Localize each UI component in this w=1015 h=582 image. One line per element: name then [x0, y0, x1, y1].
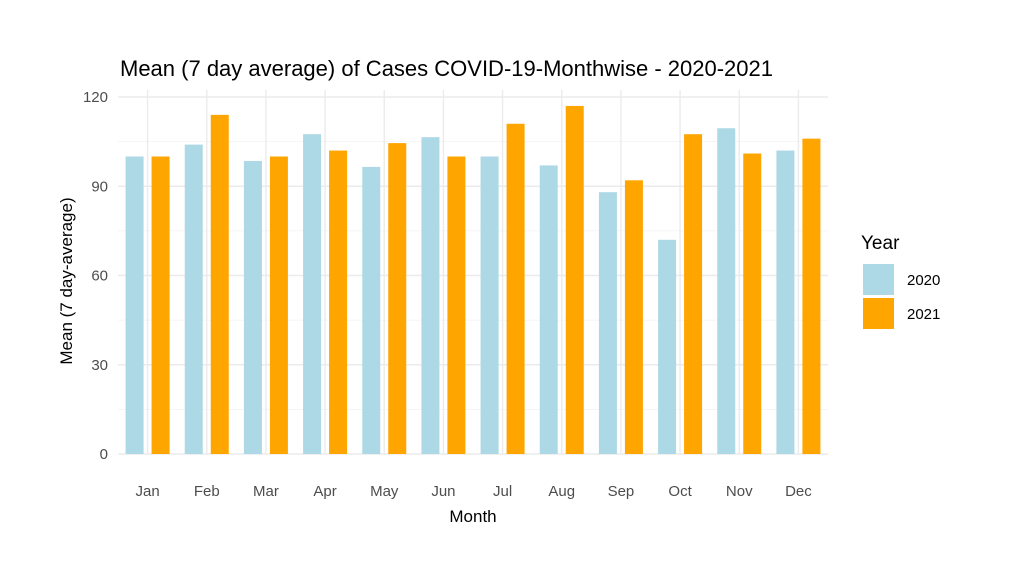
x-tick-label: Oct [668, 483, 692, 500]
y-tick-label: 90 [91, 178, 108, 195]
y-tick-label: 120 [83, 89, 108, 106]
tick-labels: 0 30 60 90 120 Jan Feb Mar Apr May Jun Jul Aug Sep Oct… [83, 89, 812, 500]
bar-2020-jul [480, 156, 499, 454]
bar-2020-oct [658, 239, 677, 454]
x-axis-title: Month [449, 507, 496, 526]
x-tick-label: Apr [313, 483, 336, 500]
x-tick-label: Jul [493, 483, 512, 500]
legend-swatch-2020 [863, 264, 894, 295]
legend-label-2020: 2020 [907, 272, 940, 289]
legend-label-2021: 2021 [907, 306, 940, 323]
bar-2020-nov [717, 128, 736, 455]
bar-2021-jul [506, 123, 525, 455]
x-tick-label: Sep [608, 483, 635, 500]
y-axis-title: Mean (7 day-average) [57, 197, 76, 364]
legend-swatch-2021 [863, 298, 894, 329]
bar-2020-dec [776, 150, 795, 455]
bar-2020-apr [303, 134, 322, 454]
x-tick-label: Nov [726, 483, 753, 500]
legend-title: Year [861, 233, 900, 254]
grid [118, 90, 828, 455]
chart-title: Mean (7 day average) of Cases COVID-19-M… [120, 56, 773, 81]
bars [125, 105, 821, 455]
bar-2021-aug [565, 105, 584, 455]
bar-2021-jun [447, 156, 466, 454]
y-tick-label: 30 [91, 357, 108, 374]
bar-2020-feb [184, 144, 203, 454]
x-tick-label: Dec [785, 483, 812, 500]
x-tick-label: Jun [431, 483, 455, 500]
bar-2020-aug [539, 165, 558, 455]
bar-2021-apr [329, 150, 348, 455]
bar-2021-oct [684, 134, 703, 454]
y-tick-label: 0 [100, 446, 108, 463]
bar-2021-jan [151, 156, 170, 454]
bar-2020-jan [125, 156, 144, 454]
bar-2020-sep [598, 192, 617, 454]
x-tick-label: Jan [135, 483, 159, 500]
bar-2021-mar [269, 156, 288, 454]
x-tick-label: May [370, 483, 399, 500]
x-tick-label: Feb [194, 483, 220, 500]
bar-2020-mar [243, 160, 262, 454]
bar-2021-may [388, 143, 407, 455]
bar-2021-feb [210, 114, 229, 454]
bar-2021-dec [802, 138, 821, 454]
bar-2021-nov [743, 153, 762, 454]
x-tick-label: Mar [253, 483, 279, 500]
bar-2021-sep [624, 180, 643, 455]
bar-2020-may [362, 166, 381, 454]
legend: Year 2020 2021 [861, 233, 940, 329]
y-tick-label: 60 [91, 268, 108, 285]
x-tick-label: Aug [548, 483, 575, 500]
bar-2020-jun [421, 137, 440, 454]
